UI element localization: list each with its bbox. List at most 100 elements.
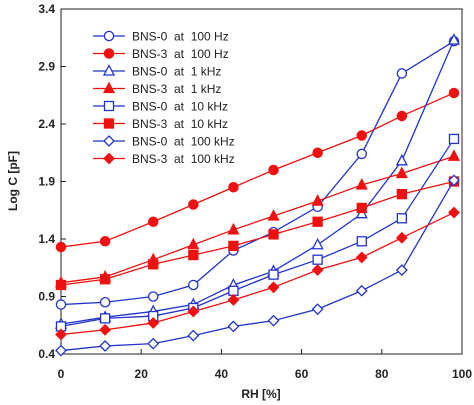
y-tick-label: 0.4	[38, 347, 55, 361]
data-point	[99, 340, 112, 352]
data-point	[147, 337, 160, 350]
data-point	[312, 216, 323, 227]
legend-item: BNS-3 at 100 Hz	[93, 47, 229, 61]
data-point	[228, 181, 239, 193]
data-point	[267, 314, 280, 327]
legend-label: BNS-3 at 100 Hz	[132, 47, 229, 61]
data-point	[99, 296, 111, 308]
data-point	[448, 174, 460, 187]
legend-item: BNS-3 at 1 kHz	[93, 81, 221, 96]
y-tick-label: 1.9	[38, 175, 55, 189]
y-tick-label: 3.4	[38, 2, 55, 16]
y-axis: 0.4 0.9 1.4 1.9 2.4 2.9 3.4	[38, 2, 66, 361]
legend: BNS-0 at 100 Hz BNS-3 at 100 Hz BNS-0 at 1…	[93, 30, 235, 166]
legend-marker	[103, 30, 115, 42]
data-point	[311, 237, 324, 250]
x-tick-label: 60	[295, 367, 309, 381]
data-point	[395, 153, 408, 166]
series-line	[60, 180, 455, 352]
data-point	[396, 68, 408, 79]
legend-item: BNS-0 at 100 kHz	[93, 135, 235, 149]
series-line	[60, 138, 455, 328]
legend-item: BNS-0 at 100 Hz	[93, 30, 229, 44]
data-point	[55, 279, 67, 291]
legend-label: BNS-0 at 100 Hz	[132, 30, 229, 44]
data-point	[99, 313, 111, 324]
data-point	[227, 320, 240, 333]
data-point	[448, 87, 460, 99]
legend-marker	[103, 118, 115, 129]
data-point	[355, 284, 368, 297]
legend-label: BNS-0 at 10 kHz	[132, 100, 228, 114]
data-point	[311, 264, 324, 276]
data-point	[356, 236, 367, 247]
series-line	[60, 39, 455, 325]
data-point	[396, 110, 408, 122]
data-point	[395, 231, 408, 244]
data-point	[395, 264, 408, 276]
series-line	[60, 180, 455, 286]
x-tick-label: 20	[135, 367, 149, 381]
data-point	[147, 216, 159, 227]
legend-marker	[103, 135, 115, 147]
legend-item: BNS-3 at 10 kHz	[93, 117, 228, 131]
data-point	[147, 317, 160, 329]
legend-marker	[102, 81, 116, 94]
data-point	[228, 285, 239, 296]
legend-marker	[103, 48, 115, 59]
legend-label: BNS-3 at 10 kHz	[132, 117, 228, 131]
data-point	[396, 213, 408, 224]
legend-label: BNS-0 at 100 kHz	[132, 135, 235, 149]
plot-frame	[60, 8, 463, 355]
series-line	[60, 92, 455, 248]
data-point	[55, 328, 67, 341]
data-point	[312, 147, 323, 158]
data-point	[268, 164, 279, 176]
data-point	[312, 254, 323, 265]
legend-item: BNS-3 at 100 kHz	[93, 152, 235, 166]
data-point	[448, 206, 460, 219]
series-6	[55, 174, 460, 357]
data-point	[188, 279, 199, 291]
data-point	[356, 130, 367, 141]
data-point	[395, 166, 408, 179]
data-point	[356, 148, 367, 160]
data-point	[99, 323, 112, 336]
series-2	[54, 33, 461, 329]
data-point	[448, 133, 460, 145]
series-7	[55, 206, 460, 341]
data-point	[447, 149, 461, 161]
legend-label: BNS-0 at 1 kHz	[132, 65, 221, 79]
series-1	[55, 87, 460, 253]
x-tick-label: 100	[452, 367, 472, 381]
y-tick-label: 1.4	[38, 232, 55, 246]
legend-item: BNS-0 at 1 kHz	[93, 64, 221, 79]
data-point	[148, 259, 159, 270]
data-point	[355, 251, 368, 264]
data-point	[188, 199, 199, 210]
data-point	[311, 303, 324, 316]
data-point	[187, 329, 200, 342]
data-point	[55, 241, 67, 253]
x-tick-label: 0	[58, 367, 65, 381]
series-line	[60, 155, 455, 284]
legend-label: BNS-3 at 1 kHz	[132, 82, 221, 96]
data-point	[188, 249, 199, 261]
data-point	[396, 188, 408, 200]
data-point	[227, 294, 240, 306]
legend-item: BNS-0 at 10 kHz	[93, 100, 228, 114]
data-point	[268, 269, 279, 280]
data-point	[267, 209, 280, 221]
x-tick-label: 40	[215, 367, 229, 381]
data-point	[227, 222, 240, 235]
data-point	[447, 33, 461, 45]
legend-marker	[102, 64, 116, 76]
x-tick-label: 80	[375, 367, 389, 381]
y-tick-label: 0.9	[38, 290, 55, 304]
y-tick-label: 2.4	[38, 117, 55, 131]
data-point	[147, 291, 159, 302]
data-point	[99, 274, 111, 285]
data-point	[55, 344, 67, 357]
data-point	[228, 240, 239, 252]
